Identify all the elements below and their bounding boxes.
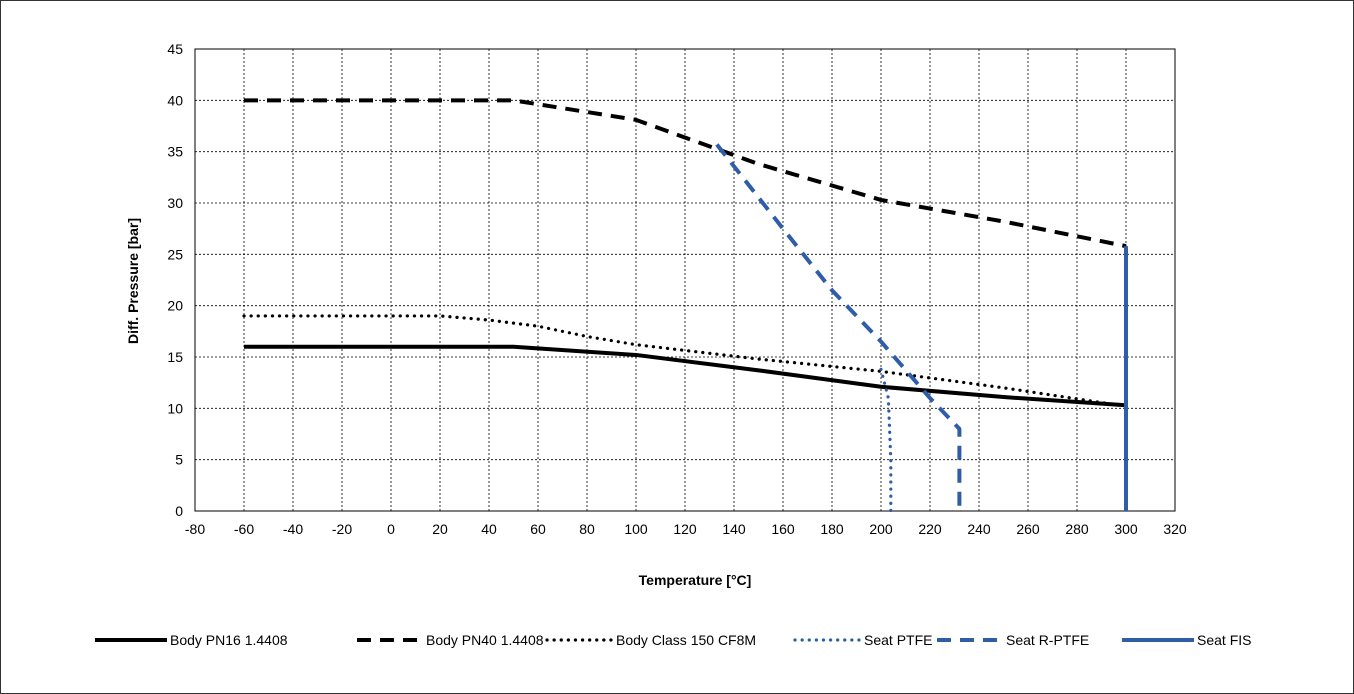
x-axis-title: Temperature [°C] [639,572,752,588]
x-tick-label: 100 [624,521,648,537]
x-tick-label: 260 [1016,521,1040,537]
legend-label-6: Seat FIS [1197,632,1251,648]
x-tick-label: 240 [967,521,991,537]
legend: Body PN16 1.4408 Body PN40 1.4408 Body Cla… [95,632,1251,648]
series-line-1 [244,344,1127,408]
legend-label-1: Body PN16 1.4408 [170,632,288,648]
y-tick-label: 45 [167,41,183,57]
x-tick-label: 160 [771,521,795,537]
series-line-5 [715,143,962,511]
x-tick-label: 40 [481,521,497,537]
x-tick-label: 0 [387,521,395,537]
series-layer [242,98,1128,513]
plot-area [194,48,1176,512]
y-tick-label: 35 [167,144,183,160]
y-tick-label: 5 [175,452,183,468]
y-tick-label: 15 [167,349,183,365]
x-tick-label: 280 [1065,521,1089,537]
x-tick-label: 320 [1163,521,1187,537]
x-tick-labels: -80 -60 -40 -20 0 20 40 60 80 100 120 140 160 180 200 2… [185,521,1187,537]
y-tick-label: 10 [167,400,183,416]
legend-label-2: Body PN40 1.4408 [426,632,544,648]
y-tick-labels: 0 5 10 15 20 25 30 35 40 45 [167,41,183,519]
x-tick-label: 20 [432,521,448,537]
series-line-3 [242,314,1128,408]
y-tick-label: 30 [167,195,183,211]
series-line-4 [879,367,893,513]
x-tick-label: 180 [820,521,844,537]
y-tick-label: 20 [167,298,183,314]
x-tick-label: -20 [332,521,352,537]
y-tick-label: 0 [175,503,183,519]
legend-label-3: Body Class 150 CF8M [616,632,756,648]
x-tick-label: 220 [918,521,942,537]
y-axis-title: Diff. Pressure [bar] [125,218,141,344]
legend-label-4: Seat PTFE [864,632,932,648]
y-tick-label: 25 [167,246,183,262]
x-tick-label: 120 [673,521,697,537]
x-tick-label: 80 [579,521,595,537]
x-tick-label: 60 [530,521,546,537]
x-tick-label: -60 [234,521,254,537]
x-tick-label: -80 [185,521,205,537]
y-tick-label: 40 [167,92,183,108]
x-tick-label: 300 [1114,521,1138,537]
x-tick-label: 200 [869,521,893,537]
x-tick-label: -40 [283,521,303,537]
x-tick-label: 140 [722,521,746,537]
legend-label-5: Seat R-PTFE [1006,632,1089,648]
